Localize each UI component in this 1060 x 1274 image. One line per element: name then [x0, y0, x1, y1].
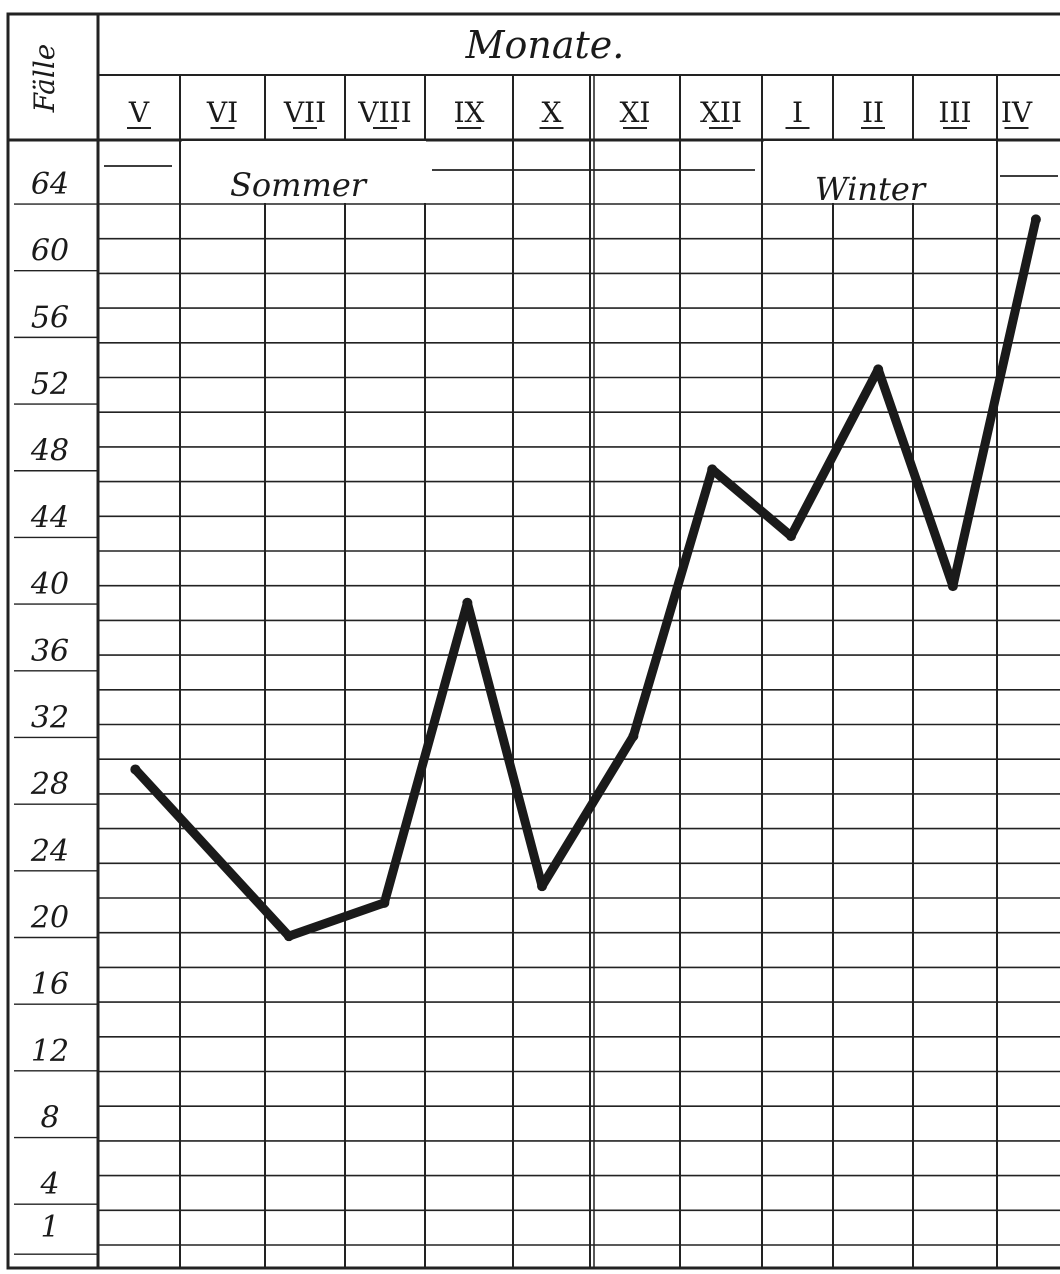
y-tick-label: 12	[31, 1034, 69, 1069]
data-point	[379, 897, 390, 908]
y-tick-label: 16	[31, 967, 69, 1002]
y-tick-label: 8	[40, 1101, 59, 1136]
data-point	[707, 464, 718, 475]
data-point	[873, 364, 884, 375]
series	[130, 214, 1041, 942]
y-tick-label: 24	[30, 834, 69, 869]
month-label: IV	[1001, 96, 1033, 129]
y-tick-label: 64	[31, 167, 69, 202]
data-point	[537, 881, 548, 892]
y-tick-label: 20	[30, 901, 69, 936]
y-tick-label: 44	[30, 500, 69, 535]
month-label: XII	[700, 96, 742, 129]
chart-header: Monate. Fälle Sommer Winter	[28, 23, 927, 208]
month-label: I	[792, 96, 803, 129]
month-label: IX	[454, 96, 485, 129]
month-label: VIII	[357, 96, 411, 129]
y-tick-label: 60	[31, 234, 69, 269]
season-summer-label: Sommer	[230, 166, 368, 204]
y-tick-label: 1	[40, 1210, 59, 1245]
y-tick-label: 4	[39, 1167, 59, 1202]
month-label: VI	[206, 96, 238, 129]
y-tick-label: 52	[31, 367, 69, 402]
y-tick-labels: 64 60 56 52 48 44 40 36 32 28 24 20 16 12 8 4 1	[30, 167, 69, 1245]
data-point	[283, 931, 294, 942]
summer-label-box	[182, 141, 426, 203]
data-point	[1030, 214, 1041, 225]
chart-frame	[6, 12, 1060, 1270]
data-point	[947, 581, 958, 592]
y-tick-label: 36	[31, 634, 69, 669]
month-label: V	[128, 96, 150, 129]
data-point	[462, 597, 473, 608]
month-label: II	[862, 96, 884, 129]
data-point	[130, 764, 141, 775]
month-label: VII	[283, 96, 326, 129]
data-point	[786, 531, 797, 542]
chart-title: Monate.	[465, 23, 625, 67]
season-winter-label: Winter	[815, 170, 927, 208]
y-axis-label: Fälle	[28, 44, 61, 114]
grid	[6, 12, 1060, 1270]
y-tick-label: 40	[30, 567, 69, 602]
y-tick-label: 32	[31, 700, 69, 735]
y-tick-label: 28	[30, 767, 69, 802]
month-labels: V VI VII VIII IX X XI XII I II III IV	[127, 96, 1033, 129]
y-tick-label: 56	[31, 300, 69, 335]
winter-label-box	[764, 141, 996, 203]
y-tick-label: 48	[30, 434, 69, 469]
month-label: X	[542, 96, 562, 129]
month-label: XI	[620, 96, 651, 129]
month-label: III	[938, 96, 971, 129]
data-point	[628, 731, 639, 742]
